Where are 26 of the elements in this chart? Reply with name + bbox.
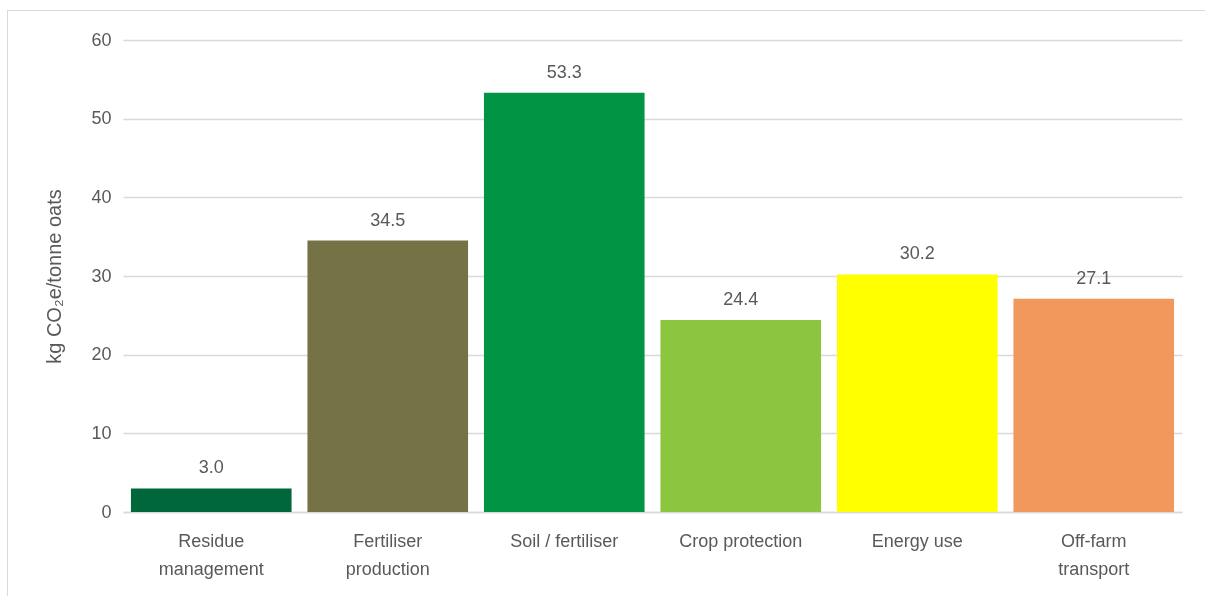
y-tick-label: 40	[91, 186, 112, 207]
bar	[130, 488, 292, 512]
y-tick-label: 0	[101, 501, 112, 522]
y-axis-title: kg CO₂e/tonne oats	[43, 189, 66, 364]
data-label: 3.0	[198, 457, 224, 478]
y-tick-label: 20	[91, 344, 112, 365]
x-tick-label: Fertiliser production	[345, 530, 430, 579]
bar	[307, 240, 469, 512]
y-tick-label: 60	[91, 29, 112, 50]
x-tick-label: Crop protection	[679, 530, 803, 551]
bar	[660, 320, 822, 512]
data-label: 27.1	[1076, 267, 1112, 288]
y-tick-label: 50	[91, 108, 112, 129]
data-label: 30.2	[899, 243, 935, 264]
y-tick-label: 10	[91, 422, 112, 443]
y-tick-label: 30	[91, 265, 112, 286]
bar	[1013, 298, 1175, 512]
x-tick-label: Soil / fertiliser	[510, 530, 619, 551]
x-tick-label: Residue management	[158, 530, 264, 579]
data-label: 53.3	[546, 61, 582, 82]
x-tick-label: Off-farm transport	[1058, 530, 1130, 579]
data-label: 24.4	[723, 289, 759, 310]
bar	[836, 274, 998, 512]
x-tick-label: Energy use	[871, 530, 963, 551]
data-label: 34.5	[370, 209, 406, 230]
bar	[483, 92, 645, 512]
